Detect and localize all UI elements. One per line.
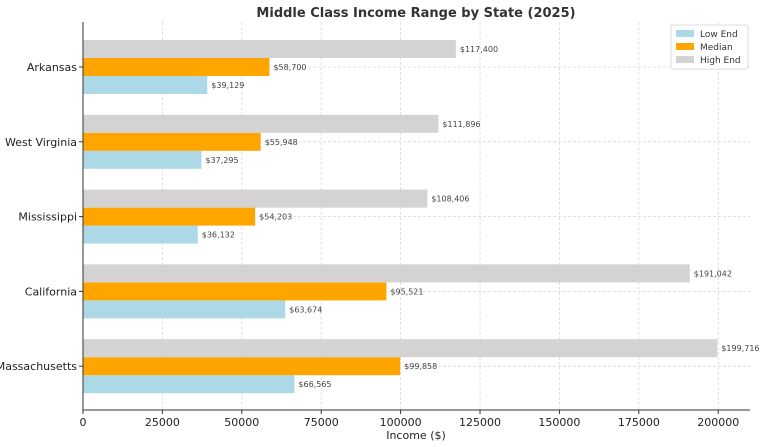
legend-swatch xyxy=(676,56,694,63)
x-tick-label: 100000 xyxy=(380,416,422,429)
legend-label: High End xyxy=(700,56,741,66)
bar-median xyxy=(83,58,270,76)
legend-swatch xyxy=(676,43,694,50)
data-label: $54,203 xyxy=(259,213,292,222)
bars xyxy=(83,40,718,394)
data-label: $66,565 xyxy=(298,380,331,389)
category-label: West Virginia xyxy=(5,136,77,149)
bar-median xyxy=(83,282,387,301)
chart-title: Middle Class Income Range by State (2025… xyxy=(256,6,575,21)
x-tick-label: 25000 xyxy=(145,416,180,429)
bar-low-end xyxy=(83,225,198,244)
category-label: Massachusetts xyxy=(0,360,77,373)
bar-median xyxy=(83,207,256,226)
data-label: $111,896 xyxy=(442,120,480,129)
x-tick-label: 150000 xyxy=(538,416,580,429)
data-label: $99,858 xyxy=(404,362,437,371)
bar-low-end xyxy=(83,300,286,319)
data-label: $37,295 xyxy=(205,156,238,165)
bar-low-end xyxy=(83,150,202,169)
category-label: Mississippi xyxy=(18,211,77,224)
data-label: $36,132 xyxy=(202,231,235,240)
legend-swatch xyxy=(676,30,694,37)
bar-median xyxy=(83,357,401,376)
x-tick-label: 175000 xyxy=(618,416,660,429)
data-label: $58,700 xyxy=(273,63,306,72)
legend: Low End Median High End xyxy=(670,24,749,70)
data-label: $39,129 xyxy=(211,81,244,90)
data-label: $191,042 xyxy=(694,269,732,278)
bar-high-end xyxy=(83,264,690,283)
legend-label: Low End xyxy=(700,30,738,40)
data-label: $199,716 xyxy=(721,344,759,353)
data-label: $55,948 xyxy=(265,138,298,147)
category-label: California xyxy=(25,285,77,298)
x-tick-label: 125000 xyxy=(459,416,501,429)
x-tick-label: 75000 xyxy=(304,416,339,429)
bar-low-end xyxy=(83,76,208,94)
data-labels: $39,129 $37,295 $36,132 $63,674 $66,565 $58,7… xyxy=(202,45,760,389)
bar-median xyxy=(83,132,261,151)
bar-high-end xyxy=(83,40,456,58)
x-tick-label: 200000 xyxy=(697,416,739,429)
legend-label: Median xyxy=(700,43,733,53)
data-label: $95,521 xyxy=(390,287,423,296)
bar-high-end xyxy=(83,189,428,208)
x-tick-label: 0 xyxy=(80,416,87,429)
category-label: Arkansas xyxy=(27,61,77,74)
data-label: $63,674 xyxy=(289,305,322,314)
bar-low-end xyxy=(83,375,295,394)
x-tick-label: 50000 xyxy=(224,416,259,429)
data-label: $117,400 xyxy=(460,45,498,54)
data-label: $108,406 xyxy=(431,195,469,204)
bar-high-end xyxy=(83,114,439,133)
axes: 0 25000 50000 75000 100000 125000 150000 175000… xyxy=(0,22,750,429)
bar-high-end xyxy=(83,339,718,358)
x-axis-label: Income ($) xyxy=(386,429,446,442)
